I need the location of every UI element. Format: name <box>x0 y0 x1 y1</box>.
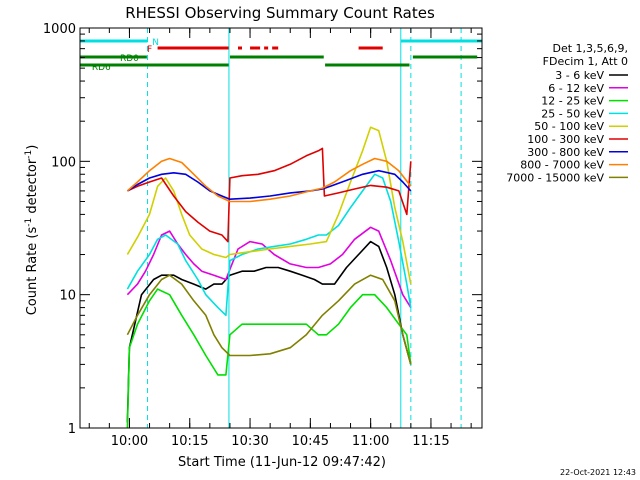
status-segment <box>264 46 269 50</box>
status-segment <box>250 46 261 50</box>
x-axis-label: Start Time (11-Jun-12 09:47:42) <box>178 455 386 470</box>
legend-label: 25 - 50 keV <box>541 107 604 120</box>
status-label: RD6 <box>92 63 111 73</box>
legend-label: 300 - 800 keV <box>527 146 604 159</box>
legend-label: 800 - 7000 keV <box>520 159 604 172</box>
chart-title: RHESSI Observing Summary Count Rates <box>125 4 435 22</box>
y-tick-label: 1000 <box>43 22 76 37</box>
ylabel-end: ) <box>25 145 40 150</box>
ylabel-sup1: -1 <box>24 218 34 227</box>
series-line <box>126 240 412 423</box>
series-line <box>127 147 412 243</box>
legend-label: 6 - 12 keV <box>548 82 604 95</box>
legend-label: 7000 - 15000 keV <box>506 171 604 184</box>
legend-header-1: Det 1,3,5,6,9, <box>552 42 628 55</box>
legend-header-2: FDecim 1, Att 0 <box>543 55 628 68</box>
status-segment <box>80 63 229 67</box>
x-tick-label: 11:15 <box>412 434 449 449</box>
legend-label: 3 - 6 keV <box>555 69 604 82</box>
svg-text:Count Rate (s-1 detector-1): Count Rate (s-1 detector-1) <box>24 145 40 316</box>
series-line <box>126 157 412 203</box>
y-tick-label: 1 <box>68 422 76 437</box>
legend-label: 50 - 100 keV <box>534 120 604 133</box>
status-segment <box>237 46 243 50</box>
status-segment <box>325 63 410 67</box>
plot-frame <box>79 27 483 429</box>
series-line <box>126 169 412 200</box>
ylabel-mid: detector <box>25 158 40 218</box>
axes: 10:00 10:15 10:30 10:45 11:00 11:15 1 10 100 1000 <box>43 22 482 449</box>
status-segment <box>157 46 229 50</box>
ylabel-main: Count Rate (s <box>25 227 40 316</box>
status-segment <box>80 39 148 43</box>
y-axis-label: Count Rate (s-1 detector-1) <box>24 145 40 316</box>
ylabel-sup2: -1 <box>24 150 34 159</box>
legend-label: 12 - 25 keV <box>541 95 604 108</box>
status-segment <box>229 55 324 59</box>
series-line <box>126 288 412 429</box>
y-tick-label: 10 <box>59 289 76 304</box>
legend: Det 1,3,5,6,9, FDecim 1, Att 0 3 - 6 keV… <box>506 42 628 184</box>
series-line <box>126 173 412 317</box>
x-tick-label: 10:45 <box>292 434 329 449</box>
status-label: N <box>152 38 159 48</box>
status-label: RD0 <box>120 54 139 64</box>
status-label: F <box>147 45 152 55</box>
status-segment <box>358 46 383 50</box>
status-segment <box>80 55 147 59</box>
x-tick-label: 11:00 <box>352 434 389 449</box>
status-segment <box>272 46 279 50</box>
status-segment <box>412 55 478 59</box>
plot-lines <box>79 28 462 428</box>
status-segment <box>400 39 482 43</box>
series-line <box>126 274 412 365</box>
y-tick-label: 100 <box>51 155 76 170</box>
status-bars: NF RD0 RD6 <box>80 38 482 73</box>
x-tick-label: 10:15 <box>171 434 208 449</box>
x-tick-label: 10:00 <box>111 434 148 449</box>
series-lines <box>126 126 412 429</box>
legend-label: 100 - 300 keV <box>527 133 604 146</box>
timestamp: 22-Oct-2021 12:43 <box>560 468 636 477</box>
series-line <box>126 126 412 285</box>
series-line <box>126 226 412 309</box>
x-tick-label: 10:30 <box>231 434 268 449</box>
